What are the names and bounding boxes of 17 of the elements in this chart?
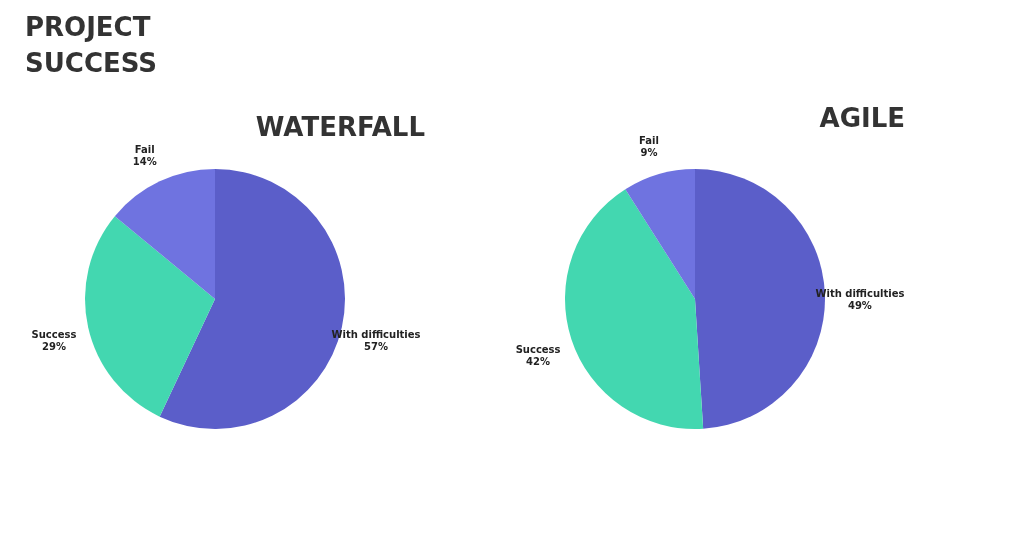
slice-label: Fail xyxy=(639,134,659,146)
pie-slice xyxy=(85,216,215,417)
slice-label: Success xyxy=(31,328,77,340)
data-label: 29% xyxy=(42,340,66,352)
data-label: 14% xyxy=(132,155,157,167)
slice-label: Success xyxy=(515,343,561,355)
chart-title: AGILE xyxy=(819,102,905,133)
pie-slice xyxy=(625,169,695,299)
data-label: 57% xyxy=(364,340,388,352)
chart-title: WATERFALL xyxy=(255,111,425,142)
slice-label: Fail xyxy=(134,143,155,155)
pie-slice xyxy=(565,189,704,429)
data-label: 49% xyxy=(847,299,872,311)
data-label: 42% xyxy=(526,355,551,367)
data-label: 9% xyxy=(640,146,658,158)
pie-slice xyxy=(114,169,215,299)
text: PROJECT SUCCESS xyxy=(25,12,158,78)
